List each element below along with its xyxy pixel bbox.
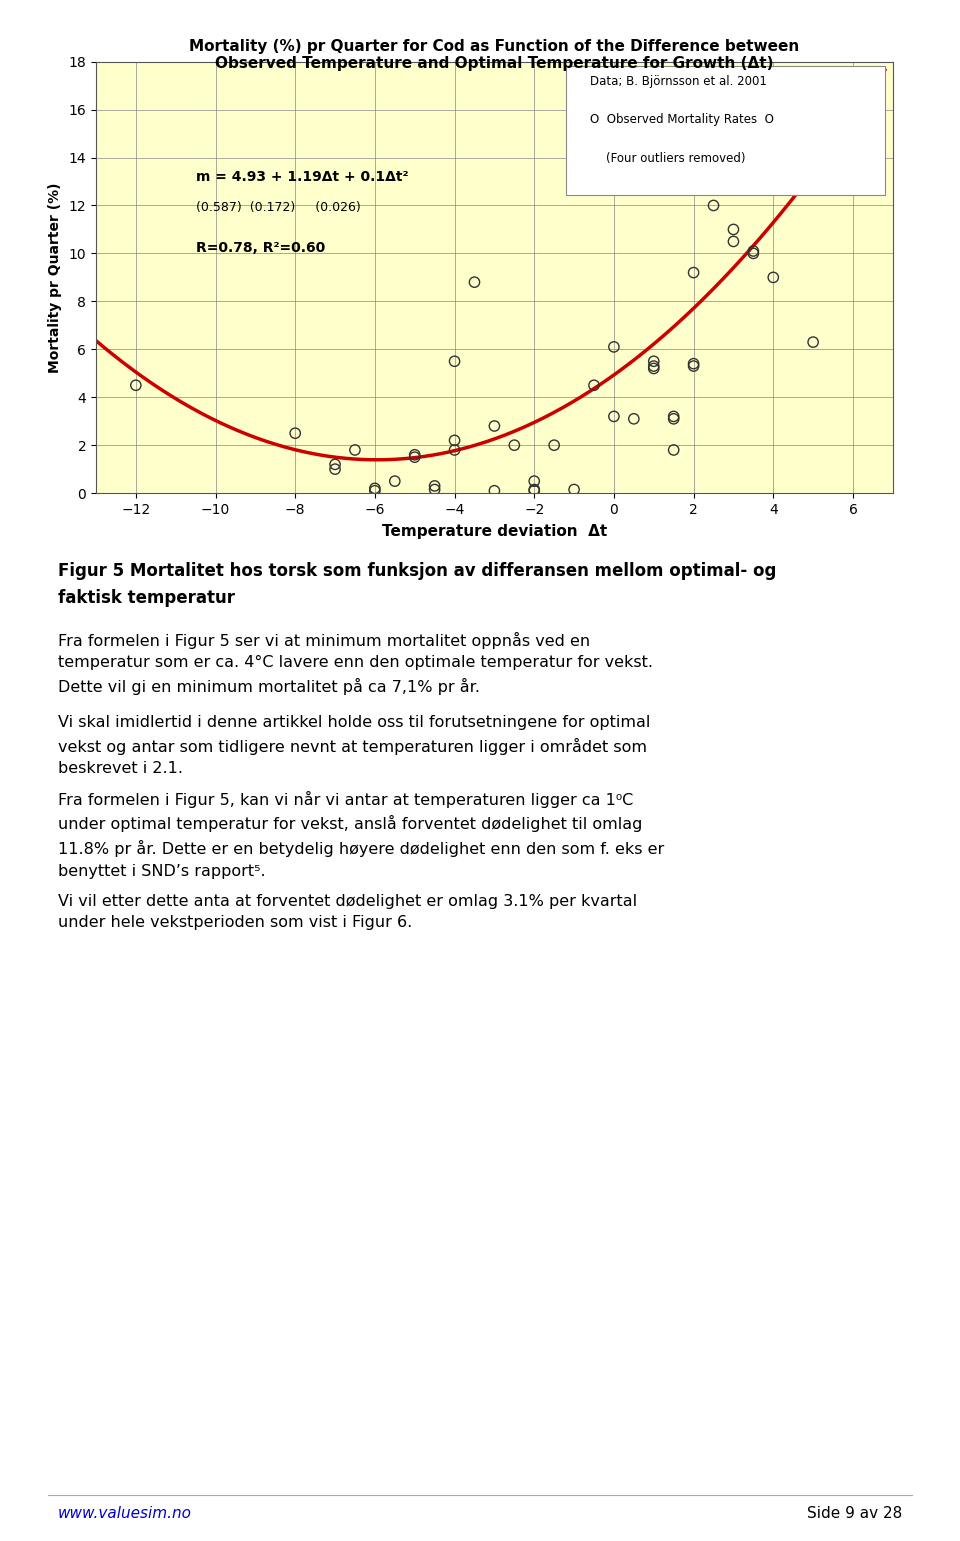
Text: Vi skal imidlertid i denne artikkel holde oss til forutsetningene for optimal
ve: Vi skal imidlertid i denne artikkel hold… [58,715,650,777]
Point [526,478,541,502]
Point [407,445,422,470]
Point [726,217,741,242]
Text: Mortality (%) pr Quarter for Cod as Function of the Difference between
Observed : Mortality (%) pr Quarter for Cod as Func… [189,39,800,71]
Point [726,230,741,254]
Point [367,476,382,501]
Text: Data; B. Björnsson et al. 2001: Data; B. Björnsson et al. 2001 [590,74,767,88]
X-axis label: Temperature deviation  Δt: Temperature deviation Δt [382,524,607,539]
Point [546,433,562,458]
Point [846,157,861,182]
FancyBboxPatch shape [566,66,885,196]
Point [526,468,541,493]
Y-axis label: Mortality pr Quarter (%): Mortality pr Quarter (%) [48,182,61,373]
Point [327,452,343,476]
Point [507,433,522,458]
Point [526,478,541,502]
Point [427,478,443,502]
Point [666,404,682,428]
Point [646,354,661,379]
Point [666,407,682,431]
Point [487,478,502,502]
Text: Vi vil etter dette anta at forventet dødelighet er omlag 3.1% per kvartal
under : Vi vil etter dette anta at forventet død… [58,894,636,931]
Text: Side 9 av 28: Side 9 av 28 [807,1506,902,1521]
Point [387,468,402,493]
Text: (Four outliers removed): (Four outliers removed) [606,153,746,165]
Text: m = 4.93 + 1.19Δt + 0.1Δt²: m = 4.93 + 1.19Δt + 0.1Δt² [196,170,408,183]
Text: R=0.78, R²=0.60: R=0.78, R²=0.60 [196,242,324,256]
Text: Fra formelen i Figur 5, kan vi når vi antar at temperaturen ligger ca 1⁰C
under : Fra formelen i Figur 5, kan vi når vi an… [58,791,664,878]
Point [746,239,761,264]
Point [666,438,682,462]
Point [646,348,661,373]
Point [646,356,661,381]
Point [427,473,443,498]
Point [746,240,761,265]
Point [367,478,382,502]
Point [467,270,482,294]
Point [348,438,363,462]
Text: Fra formelen i Figur 5 ser vi at minimum mortalitet oppnås ved en
temperatur som: Fra formelen i Figur 5 ser vi at minimum… [58,632,653,695]
Point [766,265,781,290]
Text: Figur 5 Mortalitet hos torsk som funksjon av differansen mellom optimal- og: Figur 5 Mortalitet hos torsk som funksjo… [58,562,776,581]
Point [446,428,462,453]
Text: www.valuesim.no: www.valuesim.no [58,1506,192,1521]
Point [566,478,582,502]
Point [446,348,462,373]
Point [407,442,422,467]
Point [685,351,701,376]
Point [626,407,641,431]
Text: O  Observed Mortality Rates  O: O Observed Mortality Rates O [590,114,774,126]
Point [706,193,721,217]
Point [607,404,622,428]
Point [587,373,602,398]
Point [287,421,302,445]
Text: faktisk temperatur: faktisk temperatur [58,589,234,607]
Text: (0.587)  (0.172)     (0.026): (0.587) (0.172) (0.026) [196,200,360,214]
Point [128,373,143,398]
Point [446,438,462,462]
Point [327,456,343,481]
Point [607,334,622,359]
Point [805,330,821,354]
Point [487,413,502,438]
Point [685,354,701,379]
Point [685,260,701,285]
